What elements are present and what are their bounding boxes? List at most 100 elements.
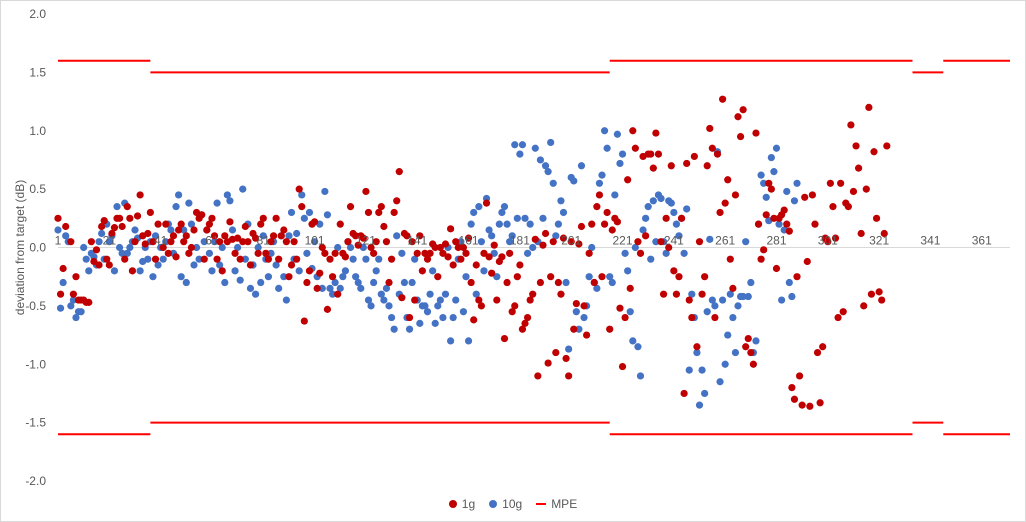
- point-1g: [580, 302, 588, 310]
- point-1g: [490, 241, 498, 249]
- point-10g: [667, 199, 675, 207]
- point-10g: [775, 220, 783, 228]
- point-10g: [346, 243, 355, 252]
- point-1g: [216, 238, 224, 246]
- point-10g: [475, 203, 483, 211]
- mpe-series: [58, 59, 1010, 436]
- point-1g: [477, 302, 485, 310]
- point-1g: [316, 269, 324, 277]
- point-1g: [136, 191, 144, 199]
- point-1g: [321, 249, 329, 257]
- point-10g: [267, 249, 275, 257]
- point-10g: [254, 243, 262, 252]
- y-tick-label: 1.5: [29, 65, 46, 79]
- point-10g: [752, 337, 760, 345]
- point-10g: [213, 199, 221, 207]
- point-1g: [290, 238, 298, 246]
- point-1g: [536, 278, 545, 287]
- point-1g: [377, 203, 385, 211]
- legend-marker-10g: [489, 500, 498, 508]
- point-1g: [72, 273, 80, 281]
- point-1g: [513, 273, 521, 281]
- point-1g: [852, 142, 860, 150]
- point-1g: [67, 238, 75, 246]
- point-10g: [613, 130, 621, 138]
- point-10g: [59, 278, 67, 287]
- point-1g: [459, 243, 468, 252]
- point-1g: [244, 238, 252, 246]
- point-10g: [739, 292, 747, 301]
- point-1g: [677, 214, 686, 222]
- point-1g: [790, 395, 799, 403]
- point-10g: [598, 171, 606, 179]
- point-10g: [385, 302, 393, 310]
- point-10g: [498, 208, 506, 217]
- point-1g: [539, 241, 547, 249]
- point-10g: [69, 296, 77, 304]
- point-10g: [493, 273, 501, 281]
- point-1g: [788, 384, 796, 392]
- point-10g: [734, 302, 742, 310]
- point-1g: [716, 208, 724, 217]
- point-10g: [208, 267, 216, 275]
- point-1g: [801, 193, 809, 201]
- point-1g: [708, 144, 716, 152]
- x-tick-label: 101: [305, 234, 325, 248]
- x-tick-label: 301: [818, 234, 838, 248]
- point-1g: [354, 241, 362, 249]
- point-10g: [118, 249, 126, 257]
- point-1g: [690, 152, 698, 161]
- x-tick-label: 361: [972, 234, 992, 248]
- point-1g: [59, 264, 67, 273]
- point-1g: [595, 191, 604, 199]
- point-10g: [608, 278, 616, 287]
- point-10g: [703, 308, 711, 316]
- point-10g: [531, 144, 539, 152]
- point-1g: [151, 255, 160, 263]
- point-10g: [192, 243, 201, 252]
- point-10g: [226, 197, 234, 205]
- point-1g: [839, 308, 847, 316]
- point-1g: [549, 238, 557, 246]
- point-10g: [110, 267, 119, 275]
- point-1g: [880, 229, 888, 238]
- point-1g: [326, 255, 334, 263]
- point-10g: [518, 141, 527, 149]
- x-tick-label: 261: [715, 234, 735, 248]
- point-10g: [154, 261, 162, 269]
- x-axis-ticks: 1 21 41 61 81 101 121 141 161 181 201 221 241 261 281 3…: [55, 234, 992, 248]
- point-1g: [423, 255, 432, 263]
- point-1g: [300, 317, 308, 325]
- point-10g: [580, 313, 588, 322]
- point-1g: [277, 232, 285, 240]
- point-10g: [744, 292, 752, 301]
- point-1g: [362, 187, 370, 196]
- point-1g: [860, 302, 868, 310]
- point-10g: [639, 226, 647, 234]
- point-10g: [552, 232, 560, 240]
- point-10g: [547, 138, 555, 147]
- legend-marker-1g: [448, 500, 457, 508]
- point-1g: [344, 238, 352, 246]
- point-1g: [760, 246, 768, 254]
- y-tick-label: -1.5: [25, 416, 46, 430]
- point-1g: [411, 296, 419, 304]
- point-10g: [287, 208, 296, 217]
- point-1g: [634, 238, 642, 246]
- point-1g: [62, 222, 70, 231]
- point-10g: [131, 226, 139, 234]
- x-tick-label: 141: [407, 234, 427, 248]
- point-10g: [606, 273, 614, 281]
- point-1g: [431, 243, 439, 252]
- point-1g: [328, 273, 337, 281]
- point-10g: [113, 203, 121, 211]
- point-1g: [346, 203, 355, 211]
- point-1g: [470, 316, 478, 324]
- x-tick-label: 181: [510, 234, 530, 248]
- point-10g: [251, 290, 260, 298]
- point-1g: [293, 255, 301, 263]
- point-1g: [159, 243, 167, 252]
- point-10g: [336, 284, 344, 292]
- point-10g: [300, 214, 308, 222]
- point-1g: [133, 212, 142, 220]
